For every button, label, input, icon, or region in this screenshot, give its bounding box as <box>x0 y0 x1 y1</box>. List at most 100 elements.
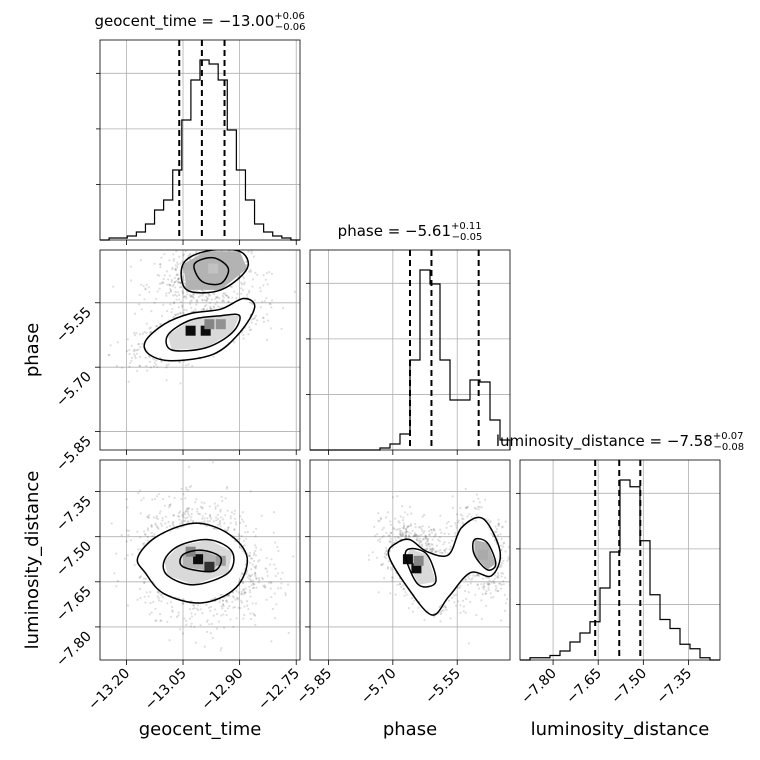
scatter-point-phase_vs_geocent_time-1200 <box>165 292 168 295</box>
scatter-point-luminosity_distance_vs_geocent_time-1447 <box>155 619 158 622</box>
scatter-point-luminosity_distance_vs_phase-1132 <box>454 522 457 525</box>
scatter-point-phase_vs_geocent_time-1053 <box>199 294 202 297</box>
scatter-point-luminosity_distance_vs_phase-850 <box>432 548 435 551</box>
scatter-point-luminosity_distance_vs_phase-1455 <box>500 583 503 586</box>
scatter-point-luminosity_distance_vs_geocent_time-809 <box>214 608 217 611</box>
scatter-point-luminosity_distance_vs_geocent_time-1340 <box>225 613 228 617</box>
scatter-point-luminosity_distance_vs_geocent_time-205 <box>228 595 231 598</box>
scatter-point-luminosity_distance_vs_geocent_time-296 <box>218 521 222 524</box>
scatter-point-phase_vs_geocent_time-279 <box>143 330 146 334</box>
scatter-point-luminosity_distance_vs_phase-219 <box>431 548 434 551</box>
scatter-point-phase_vs_geocent_time-1447 <box>250 250 253 253</box>
scatter-point-luminosity_distance_vs_geocent_time-310 <box>249 595 252 598</box>
scatter-point-luminosity_distance_vs_phase-1277 <box>472 500 475 503</box>
scatter-point-luminosity_distance_vs_phase-1488 <box>497 518 500 521</box>
scatter-point-phase_vs_geocent_time-922 <box>248 289 251 292</box>
chart-marks-layer <box>100 40 720 661</box>
scatter-point-phase_vs_geocent_time-674 <box>194 308 197 311</box>
scatter-point-phase_vs_geocent_time-1574 <box>139 259 142 262</box>
scatter-point-luminosity_distance_vs_geocent_time-382 <box>212 614 215 617</box>
scatter-point-luminosity_distance_vs_geocent_time-653 <box>175 615 179 619</box>
scatter-point-luminosity_distance_vs_geocent_time-543 <box>158 592 161 595</box>
scatter-point-phase_vs_geocent_time-184 <box>165 364 168 367</box>
scatter-point-luminosity_distance_vs_geocent_time-152 <box>240 590 243 593</box>
scatter-point-luminosity_distance_vs_phase-582 <box>435 544 438 547</box>
scatter-point-luminosity_distance_vs_phase-85 <box>385 550 388 553</box>
scatter-point-luminosity_distance_vs_phase-79 <box>398 530 402 533</box>
histogram-bar-geocent_time-14 <box>227 130 236 240</box>
scatter-point-luminosity_distance_vs_phase-17 <box>441 552 444 555</box>
density-cells-layer <box>137 251 501 615</box>
scatter-point-luminosity_distance_vs_phase-1195 <box>476 573 479 576</box>
scatter-point-luminosity_distance_vs_phase-965 <box>414 533 418 536</box>
scatter-point-luminosity_distance_vs_geocent_time-1392 <box>193 607 196 610</box>
scatter-point-luminosity_distance_vs_geocent_time-101 <box>240 592 243 596</box>
scatter-point-luminosity_distance_vs_geocent_time-1039 <box>155 515 158 518</box>
scatter-point-luminosity_distance_vs_geocent_time-159 <box>148 613 151 616</box>
scatter-point-phase_vs_geocent_time-399 <box>182 311 185 314</box>
scatter-point-luminosity_distance_vs_phase-448 <box>405 526 408 529</box>
scatter-point-luminosity_distance_vs_phase-1503 <box>502 542 505 545</box>
panel-frame-luminosity_distance_vs_geocent_time <box>99 459 301 661</box>
scatter-point-phase_vs_geocent_time-981 <box>130 279 133 282</box>
scatter-point-phase_vs_geocent_time-889 <box>227 300 230 303</box>
scatter-point-luminosity_distance_vs_geocent_time-66 <box>255 564 258 567</box>
scatter-point-phase_vs_geocent_time-443 <box>129 361 132 365</box>
scatter-point-luminosity_distance_vs_geocent_time-686 <box>232 591 235 594</box>
scatter-point-phase_vs_geocent_time-263 <box>149 326 152 329</box>
scatter-point-luminosity_distance_vs_geocent_time-532 <box>144 577 147 581</box>
scatter-point-luminosity_distance_vs_phase-46 <box>389 541 392 544</box>
scatter-point-phase_vs_geocent_time-1467 <box>187 254 190 257</box>
scatter-point-luminosity_distance_vs_phase-475 <box>409 523 412 526</box>
scatter-point-luminosity_distance_vs_geocent_time-339 <box>210 605 213 609</box>
scatter-point-luminosity_distance_vs_phase-951 <box>423 530 426 533</box>
scatter-point-luminosity_distance_vs_geocent_time-1489 <box>156 526 159 529</box>
scatter-point-luminosity_distance_vs_phase-906 <box>429 528 432 531</box>
contour-line-phase_vs_geocent_time-3 <box>193 256 230 286</box>
histogram-bar-geocent_time-10 <box>191 80 200 240</box>
scatter-point-luminosity_distance_vs_phase-1015 <box>402 584 405 587</box>
scatter-point-luminosity_distance_vs_geocent_time-793 <box>247 554 251 557</box>
scatter-point-luminosity_distance_vs_phase-213 <box>423 513 426 517</box>
scatter-point-luminosity_distance_vs_geocent_time-478 <box>181 514 184 517</box>
scatter-point-luminosity_distance_vs_phase-107 <box>377 591 380 594</box>
scatter-point-luminosity_distance_vs_phase-609 <box>391 576 394 580</box>
scatter-point-luminosity_distance_vs_phase-1553 <box>493 577 496 580</box>
scatter-point-luminosity_distance_vs_phase-20 <box>412 535 415 538</box>
scatter-point-luminosity_distance_vs_phase-234 <box>424 536 427 539</box>
scatter-point-luminosity_distance_vs_phase-1194 <box>451 495 454 498</box>
scatter-point-luminosity_distance_vs_phase-71 <box>433 535 436 538</box>
scatter-point-phase_vs_geocent_time-819 <box>256 319 259 322</box>
scatter-point-luminosity_distance_vs_phase-1037 <box>402 527 405 530</box>
scatter-point-luminosity_distance_vs_phase-1099 <box>466 515 469 518</box>
scatter-point-phase_vs_geocent_time-1116 <box>181 304 184 307</box>
scatter-point-phase_vs_geocent_time-984 <box>170 280 173 283</box>
scatter-point-luminosity_distance_vs_geocent_time-342 <box>265 568 268 571</box>
scatter-point-phase_vs_geocent_time-1004 <box>160 282 163 285</box>
scatter-point-phase_vs_geocent_time-1202 <box>235 296 238 300</box>
scatter-point-luminosity_distance_vs_phase-1177 <box>478 587 481 590</box>
scatter-point-phase_vs_geocent_time-1430 <box>207 294 210 297</box>
scatter-point-phase_vs_geocent_time-1224 <box>174 267 177 270</box>
scatter-point-luminosity_distance_vs_geocent_time-1106 <box>219 508 222 511</box>
scatter-point-phase_vs_geocent_time-786 <box>253 299 256 302</box>
scatter-point-luminosity_distance_vs_phase-570 <box>397 528 400 531</box>
scatter-point-luminosity_distance_vs_geocent_time-1197 <box>149 590 152 594</box>
scatter-point-luminosity_distance_vs_geocent_time-712 <box>188 507 191 510</box>
scatter-point-phase_vs_geocent_time-289 <box>167 363 170 366</box>
scatter-point-phase_vs_geocent_time-218 <box>261 300 264 303</box>
scatter-point-luminosity_distance_vs_geocent_time-363 <box>259 548 262 551</box>
scatter-point-luminosity_distance_vs_phase-1598 <box>480 506 483 509</box>
scatter-point-luminosity_distance_vs_geocent_time-1038 <box>279 586 282 590</box>
scatter-point-luminosity_distance_vs_phase-929 <box>404 534 407 537</box>
histogram-bar-geocent_time-5 <box>145 224 154 240</box>
scatter-point-luminosity_distance_vs_phase-282 <box>404 534 407 537</box>
scatter-point-luminosity_distance_vs_phase-246 <box>403 525 406 528</box>
scatter-point-luminosity_distance_vs_geocent_time-1074 <box>166 620 169 624</box>
scatter-point-luminosity_distance_vs_geocent_time-699 <box>144 533 147 536</box>
scatter-point-luminosity_distance_vs_geocent_time-441 <box>203 517 206 520</box>
scatter-point-phase_vs_geocent_time-1477 <box>251 278 255 281</box>
scatter-point-luminosity_distance_vs_geocent_time-898 <box>223 596 226 599</box>
scatter-point-luminosity_distance_vs_phase-378 <box>382 526 385 529</box>
scatter-point-luminosity_distance_vs_phase-1003 <box>421 525 424 528</box>
